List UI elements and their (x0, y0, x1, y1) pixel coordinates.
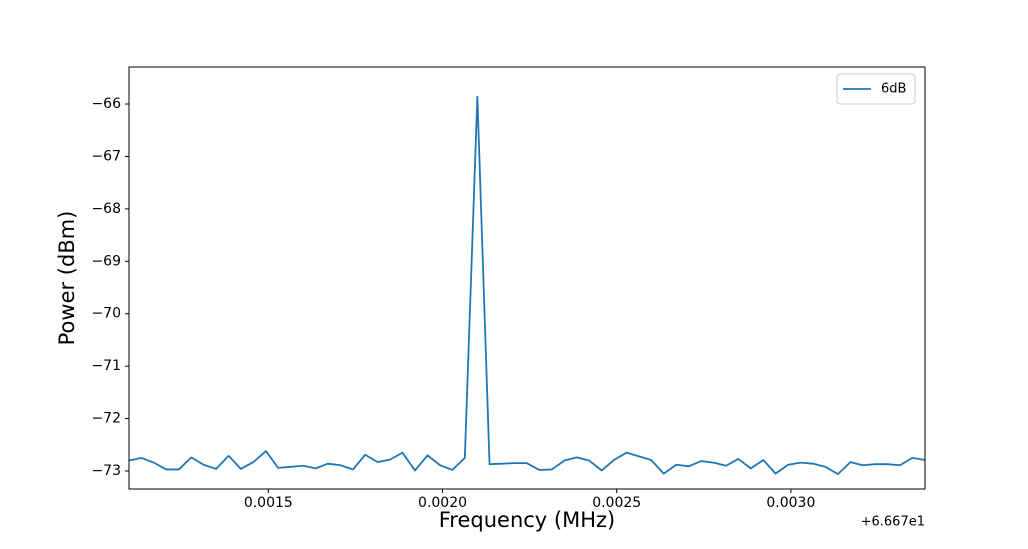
y-tick-label: −73 (91, 463, 121, 479)
x-axis-label: Frequency (MHz) (439, 508, 615, 532)
y-tick-label: −68 (91, 201, 121, 217)
legend-label: 6dB (881, 82, 906, 97)
x-offset-label: +6.667e1 (861, 515, 925, 530)
y-tick-label: −71 (91, 358, 121, 374)
x-tick-label: 0.0020 (418, 495, 467, 511)
y-tick-label: −72 (91, 411, 121, 427)
x-tick-label: 0.0030 (766, 495, 815, 511)
legend-box (836, 73, 916, 105)
y-tick-label: −70 (91, 306, 121, 322)
y-tick-label: −67 (91, 148, 121, 164)
y-tick-label: −66 (91, 96, 121, 112)
data-line (129, 95, 925, 476)
x-tick-label: 0.0015 (244, 495, 293, 511)
y-tick-label: −69 (91, 253, 121, 269)
x-tick-label: 0.0025 (592, 495, 641, 511)
y-axis-label: Power (dBm) (55, 211, 79, 346)
plot-frame (128, 66, 926, 490)
